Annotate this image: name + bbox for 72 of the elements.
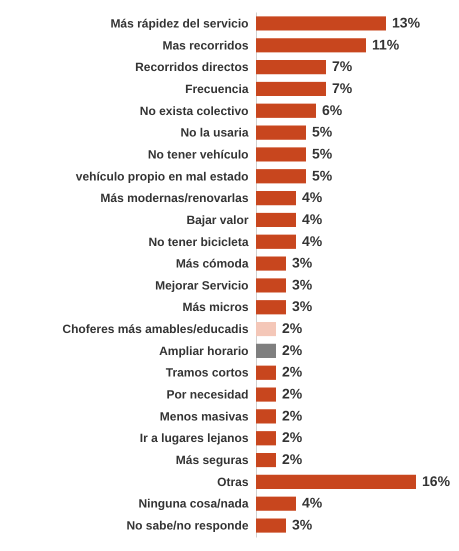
bar (256, 496, 296, 511)
bar (256, 169, 306, 184)
bar (256, 452, 276, 468)
y-tick-label: No tener bicicleta (148, 234, 249, 249)
data-label: 3% (292, 516, 313, 533)
y-tick-label: Recorridos directos (135, 60, 249, 74)
data-label: 4% (302, 210, 323, 227)
y-tick-label: Mejorar Servicio (155, 278, 248, 292)
data-label: 16% (422, 472, 451, 489)
data-label: 13% (392, 14, 421, 30)
bar (256, 82, 326, 96)
y-tick-label: Más cómoda (176, 256, 249, 271)
data-label: 4% (302, 189, 323, 206)
bar (256, 38, 366, 52)
y-tick-label: Frecuencia (185, 82, 249, 96)
y-tick-label: Bajar valor (186, 212, 249, 227)
y-tick-label: Ampliar horario (159, 344, 248, 358)
bar (256, 16, 386, 31)
bar (256, 431, 276, 446)
bar (256, 278, 286, 293)
y-tick-label: Choferes más amables/educadis (62, 322, 249, 336)
bar (256, 126, 306, 140)
data-label: 4% (302, 232, 323, 249)
bar (256, 300, 286, 314)
data-label: 2% (282, 429, 303, 446)
bar (256, 474, 416, 489)
bar (256, 191, 296, 206)
data-label: 4% (302, 494, 323, 511)
y-tick-label: No sabe/no responde (126, 518, 249, 533)
y-tick-label: Más rápidez del servicio (110, 16, 248, 30)
bar (256, 60, 326, 74)
bar (256, 256, 286, 271)
bar (256, 409, 276, 424)
data-label: 6% (322, 102, 343, 118)
data-label: 5% (312, 124, 333, 140)
data-label: 11% (372, 36, 400, 52)
data-label: 2% (282, 386, 303, 402)
y-tick-label: Ir a lugares lejanos (140, 431, 249, 446)
y-tick-label: No tener vehículo (148, 147, 248, 162)
data-label: 5% (312, 167, 333, 184)
y-tick-label: Menos masivas (160, 409, 249, 424)
bar (256, 234, 296, 249)
bar (256, 344, 276, 358)
data-label: 3% (292, 276, 313, 292)
y-tick-label: No la usaria (180, 126, 249, 140)
data-label: 2% (282, 342, 303, 358)
data-label: 3% (292, 254, 313, 271)
y-tick-label: Más modernas/renovarlas (100, 191, 249, 206)
bar (256, 366, 276, 380)
y-tick-label: vehículo propio en mal estado (76, 169, 248, 184)
bar (256, 212, 296, 228)
bar (256, 518, 286, 533)
bar (256, 104, 316, 118)
data-label: 3% (292, 298, 313, 314)
data-label: 2% (282, 364, 303, 380)
y-tick-label: Ninguna cosa/nada (138, 496, 249, 511)
data-label: 7% (332, 80, 353, 96)
y-tick-label: Por necesidad (166, 388, 248, 402)
data-label: 2% (282, 451, 303, 468)
bar (256, 147, 306, 162)
bar (256, 387, 276, 402)
data-label: 5% (312, 145, 333, 162)
data-label: 2% (282, 407, 303, 424)
data-label: 2% (282, 320, 303, 336)
y-tick-label: No exista colectivo (140, 104, 248, 118)
y-tick-label: Más seguras (176, 453, 249, 468)
y-tick-label: Tramos cortos (166, 366, 249, 380)
y-tick-label: Otras (217, 474, 249, 489)
data-label: 7% (332, 58, 353, 74)
y-tick-label: Más micros (182, 300, 249, 314)
bar (256, 322, 276, 336)
y-tick-label: Mas recorridos (162, 38, 249, 52)
